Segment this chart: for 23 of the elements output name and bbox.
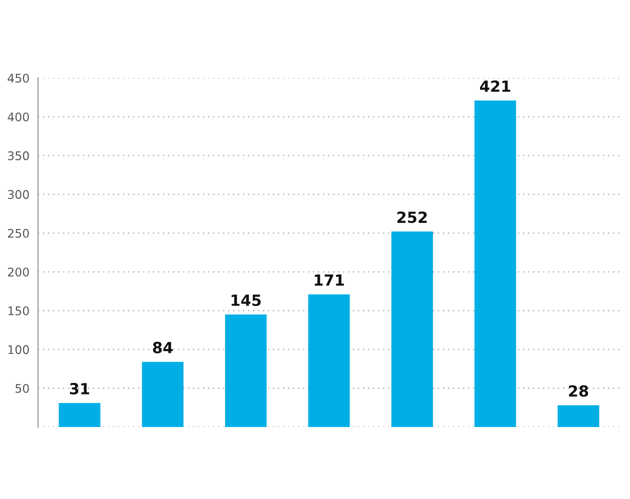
bar (308, 294, 350, 427)
y-tick-label: 100 (8, 345, 29, 354)
data-label: 84 (153, 342, 173, 354)
y-tick-label: 350 (8, 151, 29, 160)
data-label: 252 (397, 211, 427, 224)
data-label: 145 (232, 294, 261, 306)
data-label: 28 (569, 385, 588, 397)
data-label: 171 (314, 274, 344, 286)
y-tick-label: 250 (8, 228, 29, 238)
y-tick-label: 150 (8, 306, 29, 316)
bar (58, 402, 100, 427)
bar (142, 362, 184, 427)
y-tick-label: 200 (8, 268, 29, 277)
y-tick-label: 300 (8, 190, 29, 199)
y-tick-label: 400 (8, 112, 29, 122)
y-tick-label: 450 (8, 74, 29, 83)
bar (225, 314, 267, 427)
bar (558, 405, 600, 427)
bar (474, 100, 516, 427)
y-tick-label: 50 (16, 384, 29, 393)
bar (391, 232, 433, 427)
data-label: 421 (480, 80, 510, 92)
data-label: 31 (70, 382, 90, 394)
